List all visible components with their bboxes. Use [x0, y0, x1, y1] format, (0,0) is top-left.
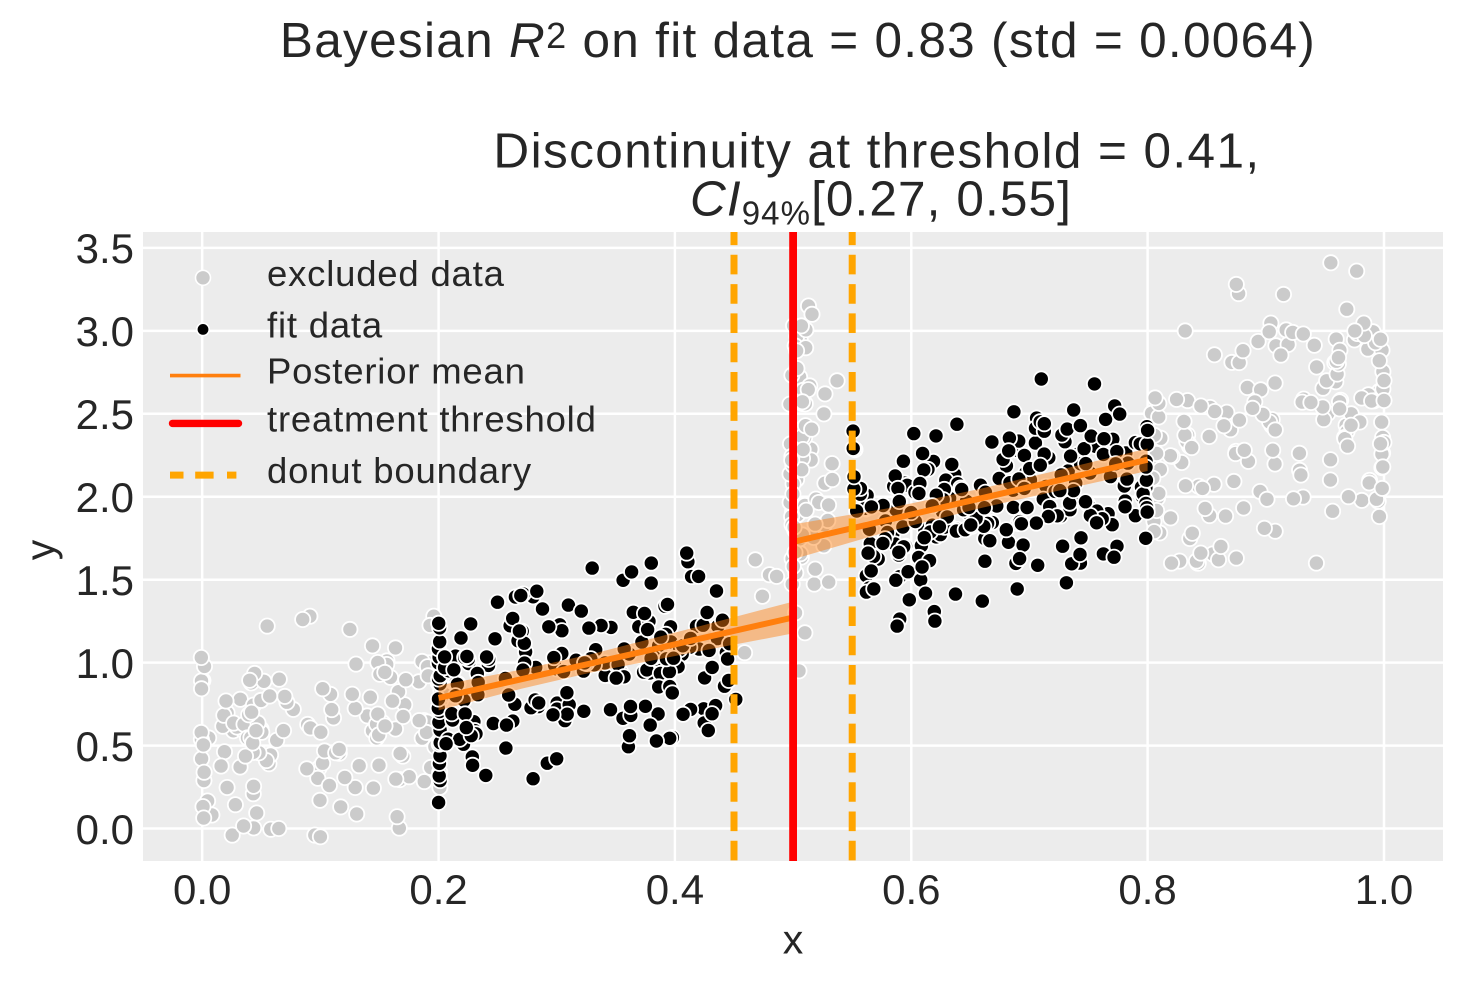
svg-text:3.5: 3.5	[76, 225, 134, 272]
svg-text:0.5: 0.5	[76, 723, 134, 770]
svg-text:x: x	[783, 917, 804, 963]
svg-text:Bayesian R2 on fit data = 0.83: Bayesian R2 on fit data = 0.83 (std = 0.…	[280, 13, 1316, 68]
svg-text:Posterior mean: Posterior mean	[267, 351, 526, 392]
svg-text:0.6: 0.6	[882, 866, 940, 913]
svg-text:2.5: 2.5	[76, 391, 134, 438]
svg-text:0.8: 0.8	[1118, 866, 1176, 913]
svg-text:2.0: 2.0	[76, 474, 134, 521]
svg-text:1.0: 1.0	[76, 640, 134, 687]
svg-text:donut boundary: donut boundary	[267, 450, 532, 491]
svg-text:CI94%[0.27, 0.55]: CI94%[0.27, 0.55]	[690, 172, 1072, 232]
svg-text:y: y	[17, 539, 63, 560]
svg-text:0.4: 0.4	[646, 866, 704, 913]
svg-text:fit data: fit data	[267, 304, 383, 345]
svg-text:excluded data: excluded data	[267, 253, 505, 294]
svg-text:3.0: 3.0	[76, 308, 134, 355]
svg-text:0.0: 0.0	[76, 806, 134, 853]
svg-text:0.2: 0.2	[409, 866, 467, 913]
svg-text:0.0: 0.0	[173, 866, 231, 913]
svg-text:1.0: 1.0	[1355, 866, 1413, 913]
svg-text:Discontinuity at threshold = 0: Discontinuity at threshold = 0.41,	[493, 123, 1260, 178]
svg-text:1.5: 1.5	[76, 557, 134, 604]
svg-text:treatment threshold: treatment threshold	[267, 398, 597, 439]
